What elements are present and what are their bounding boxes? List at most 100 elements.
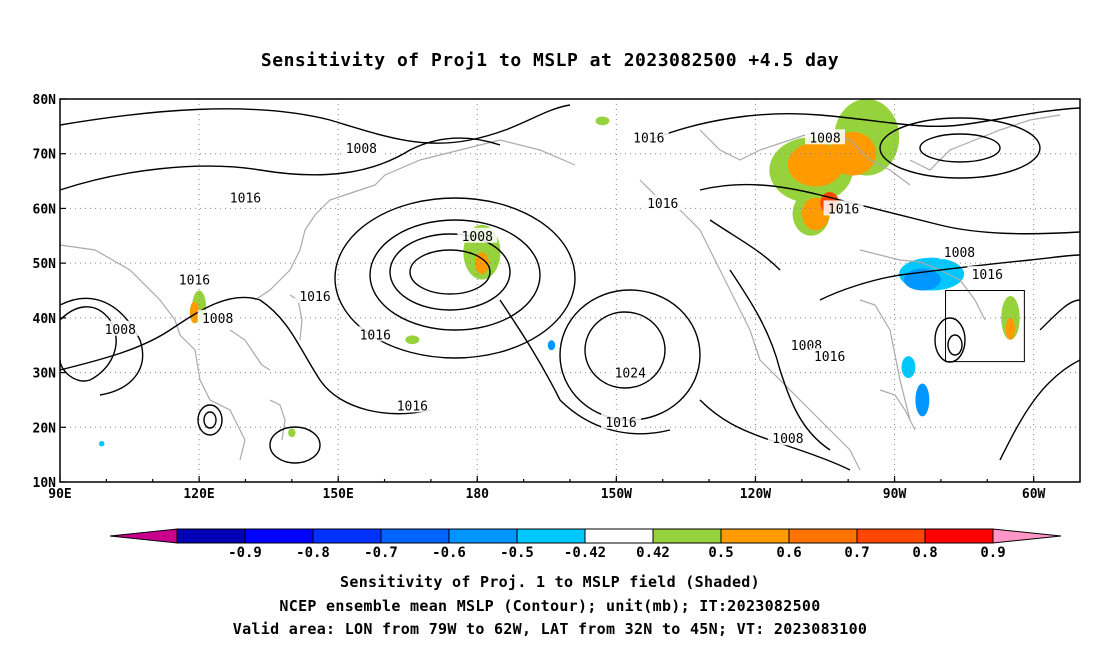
contour-label: 1016 bbox=[605, 416, 636, 431]
contour-label-bg bbox=[939, 244, 980, 260]
contour-label-bg bbox=[197, 309, 238, 325]
colorbar-swatch bbox=[652, 528, 722, 544]
lon-tick-label: 150W bbox=[601, 487, 632, 502]
lon-tick-label: 90W bbox=[883, 487, 907, 502]
contour-label-bg bbox=[174, 271, 215, 287]
lat-tick-label: 40N bbox=[33, 312, 57, 327]
contour-label: 1008 bbox=[105, 323, 136, 338]
sensitivity-patch bbox=[474, 252, 489, 275]
contour-label-bg bbox=[809, 348, 850, 364]
colorbar-label: -0.6 bbox=[432, 545, 466, 561]
colorbar-high-end bbox=[992, 528, 1062, 544]
colorbar-swatch bbox=[176, 528, 246, 544]
contour-label-bg bbox=[805, 129, 845, 145]
colorbar-label: -0.42 bbox=[564, 545, 606, 561]
map-gridlines bbox=[60, 99, 1080, 482]
colorbar-label: 0.5 bbox=[708, 545, 733, 561]
colorbar-label: 0.42 bbox=[636, 545, 670, 561]
lat-tick-label: 10N bbox=[33, 476, 57, 491]
colorbar-label: -0.9 bbox=[228, 545, 262, 561]
lon-tick-label: 180 bbox=[466, 487, 490, 502]
sensitivity-patch bbox=[595, 116, 610, 126]
sensitivity-patch bbox=[547, 340, 556, 351]
colorbar bbox=[109, 528, 1062, 544]
caption-line-3: Valid area: LON from 79W to 62W, LAT fro… bbox=[232, 620, 868, 638]
sensitivity-patch bbox=[901, 356, 916, 379]
contour-label-bg bbox=[225, 189, 266, 205]
contour-label: 1016 bbox=[633, 131, 664, 146]
contour-label-bg bbox=[100, 320, 141, 336]
contour-label: 1016 bbox=[397, 399, 428, 414]
colorbar-label: 0.6 bbox=[776, 545, 801, 561]
sensitivity-patch bbox=[288, 428, 296, 438]
lon-tick-label: 150E bbox=[323, 487, 354, 502]
contour-label: 1008 bbox=[809, 131, 840, 146]
colorbar-swatch bbox=[380, 528, 450, 544]
sensitivity-patch bbox=[189, 301, 200, 324]
contour-label: 1008 bbox=[944, 246, 975, 261]
contour-label: 1008 bbox=[202, 312, 233, 327]
contour-label-bg bbox=[823, 200, 864, 216]
contour-label-bg bbox=[457, 227, 498, 243]
lon-tick-label: 120W bbox=[740, 487, 771, 502]
lon-tick-label: 60W bbox=[1022, 487, 1046, 502]
colorbar-label: 0.8 bbox=[912, 545, 937, 561]
contour-label-bg bbox=[967, 266, 1008, 282]
lon-tick-label: 90E bbox=[48, 487, 71, 502]
contour-label: 1016 bbox=[828, 202, 859, 217]
lat-tick-label: 30N bbox=[33, 367, 57, 382]
colorbar-label: -0.8 bbox=[296, 545, 330, 561]
sensitivity-patch bbox=[405, 335, 420, 345]
colorbar-swatch bbox=[516, 528, 586, 544]
colorbar-low-end bbox=[109, 528, 178, 544]
contour-label-bg bbox=[341, 140, 382, 156]
contour-label-bg bbox=[601, 413, 641, 429]
contour-label-bg bbox=[767, 430, 808, 446]
contour-label-bg bbox=[392, 397, 433, 413]
sensitivity-patch bbox=[903, 268, 941, 291]
contour-label: 1016 bbox=[814, 350, 845, 365]
latitude-labels: 80N 70N 60N 50N 40N 30N 20N 10N bbox=[33, 93, 57, 491]
lat-tick-label: 20N bbox=[33, 421, 57, 436]
contour-label: 1024 bbox=[615, 367, 646, 382]
colorbar-swatch bbox=[584, 528, 654, 544]
colorbar-label: 0.9 bbox=[980, 545, 1005, 561]
contour-labels: 1008 1016 1016 1008 1016 1016 1008 1008 1016 1016… bbox=[100, 129, 1008, 447]
sensitivity-patch bbox=[915, 383, 930, 417]
lon-tick-label: 120E bbox=[183, 487, 214, 502]
lat-tick-label: 50N bbox=[33, 257, 57, 272]
contour-label: 1008 bbox=[772, 432, 803, 447]
colorbar-swatch bbox=[720, 528, 790, 544]
colorbar-label: -0.5 bbox=[500, 545, 534, 561]
caption-line-2: NCEP ensemble mean MSLP (Contour); unit(… bbox=[279, 597, 821, 615]
colorbar-swatch bbox=[856, 528, 926, 544]
longitude-labels: 90E 120E 150E 180 150W 120W 90W 60W bbox=[48, 487, 1045, 502]
contour-label: 1016 bbox=[299, 290, 330, 305]
lat-tick-label: 60N bbox=[33, 202, 57, 217]
contour-label-bg bbox=[610, 364, 651, 380]
valid-area-box bbox=[945, 290, 1025, 363]
contour-label: 1008 bbox=[462, 230, 493, 245]
colorbar-swatch bbox=[924, 528, 994, 544]
sensitivity-patch bbox=[787, 142, 844, 187]
contour-label: 1008 bbox=[346, 142, 377, 157]
sensitivity-patch bbox=[1005, 317, 1016, 340]
contour-label-bg bbox=[295, 287, 335, 303]
contour-label: 1016 bbox=[360, 328, 391, 343]
colorbar-swatch bbox=[448, 528, 518, 544]
contour-label: 1016 bbox=[179, 274, 210, 289]
contour-label: 1016 bbox=[647, 197, 678, 212]
contour-label: 1016 bbox=[230, 191, 261, 206]
contour-label: 1016 bbox=[972, 268, 1003, 283]
map-title: Sensitivity of Proj1 to MSLP at 20230825… bbox=[260, 50, 840, 71]
caption-line-1: Sensitivity of Proj. 1 to MSLP field (Sh… bbox=[340, 573, 760, 591]
sensitivity-shading bbox=[98, 99, 1020, 447]
contour-label-bg bbox=[628, 129, 669, 145]
axis-ticks bbox=[59, 98, 1035, 483]
contour-label-bg bbox=[642, 194, 683, 210]
lat-tick-label: 70N bbox=[33, 148, 57, 163]
colorbar-label: 0.7 bbox=[844, 545, 869, 561]
colorbar-label: -0.7 bbox=[364, 545, 398, 561]
colorbar-swatch bbox=[244, 528, 314, 544]
